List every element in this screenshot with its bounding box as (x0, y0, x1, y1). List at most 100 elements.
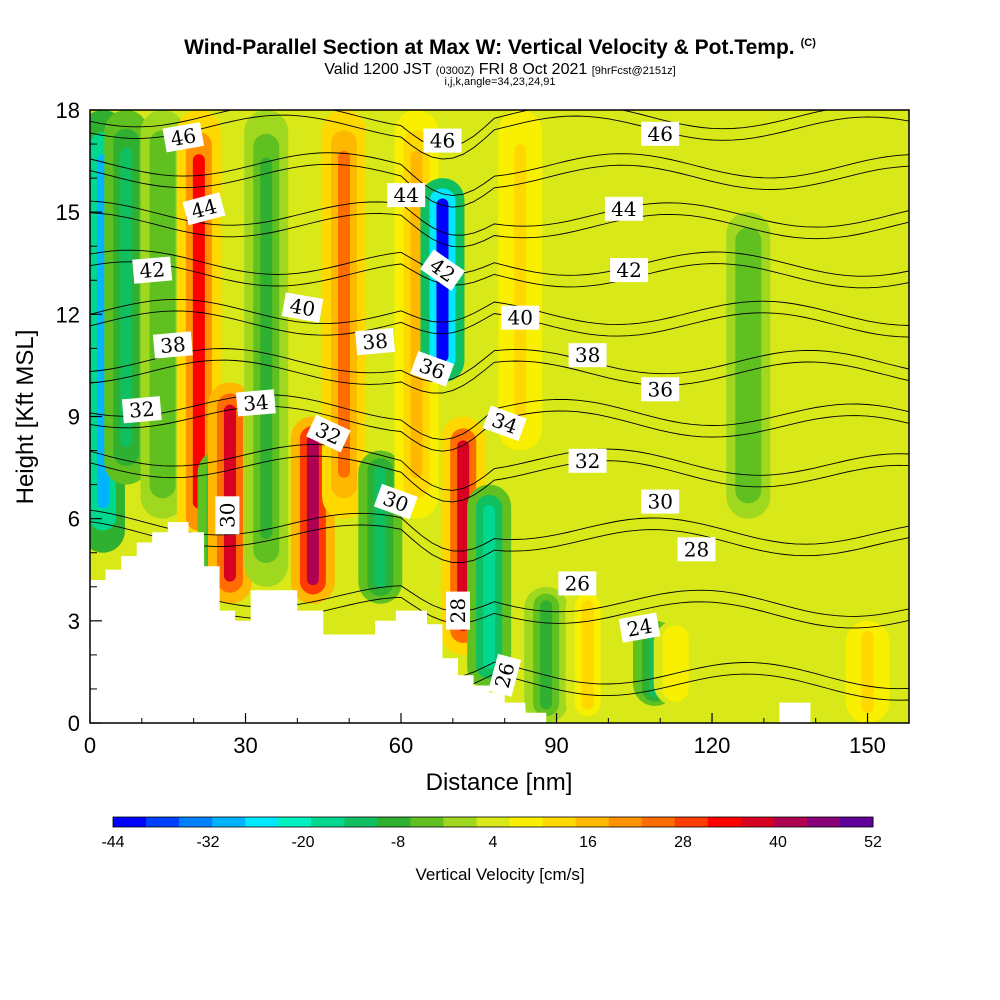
x-tick-label: 60 (389, 733, 413, 758)
colorbar-tick-label: -44 (101, 834, 124, 851)
colorbar-swatch (575, 817, 610, 827)
theta-label-box (235, 389, 276, 417)
theta-label: 42 (610, 258, 649, 283)
theta-label-text: 28 (446, 598, 470, 623)
theta-contour-line (90, 163, 909, 208)
theta-label-text: 30 (215, 503, 239, 528)
theta-label-text: 38 (575, 343, 600, 367)
x-tick-label: 120 (694, 733, 731, 758)
theta-label-box (641, 121, 680, 146)
terrain-mask (90, 522, 909, 723)
theta-label: 26 (558, 571, 597, 596)
y-tick-label: 12 (56, 302, 80, 327)
theta-label: 34 (235, 389, 276, 417)
theta-label-text: 46 (647, 122, 672, 146)
theta-contour-line (90, 521, 909, 564)
theta-label: 46 (162, 122, 205, 153)
colorbar-swatch (707, 817, 742, 827)
colorbar-swatch (773, 817, 808, 827)
velocity-band (120, 147, 133, 448)
theta-label-box (604, 196, 643, 221)
colorbar-tick-label: 40 (769, 834, 787, 851)
colorbar-tick-label: -20 (291, 834, 314, 851)
terrain (90, 522, 909, 723)
theta-contour-line (90, 249, 909, 277)
theta-label-box (152, 331, 193, 359)
velocity-band (306, 435, 319, 586)
theta-label-text: 28 (684, 537, 709, 561)
theta-label-box (373, 483, 418, 520)
colorbar-swatch (311, 817, 345, 827)
theta-label-text: 40 (507, 306, 532, 330)
theta-label-box (387, 183, 426, 208)
theta-label-text: 34 (242, 390, 269, 416)
y-tick-label: 18 (56, 98, 80, 123)
theta-label-text: 26 (565, 571, 590, 595)
theta-label-box (423, 128, 462, 153)
colorbar-swatch (542, 817, 577, 827)
theta-label-box (420, 249, 465, 291)
colorbar-swatch (113, 817, 147, 827)
theta-contour-line (90, 110, 909, 148)
theta-label-text: 32 (128, 397, 155, 423)
theta-label-box (641, 489, 680, 514)
theta-label-text: 36 (647, 377, 672, 401)
theta-label-text: 30 (647, 490, 672, 514)
theta-label-text: 24 (625, 614, 654, 642)
theta-label-box (482, 405, 527, 442)
colorbar-tick-label: 16 (579, 834, 597, 851)
copyright-mark: (C) (800, 37, 816, 49)
velocity-band (337, 150, 350, 478)
theta-label-text: 38 (361, 329, 388, 355)
theta-label: 28 (677, 537, 716, 562)
theta-contour-line (90, 580, 909, 617)
colorbar-swatch (278, 817, 312, 827)
theta-label-box (215, 496, 240, 535)
theta-label-text: 46 (169, 123, 198, 151)
theta-label-box (488, 653, 522, 697)
utc-time: (0300Z) (435, 65, 475, 77)
title-text: Wind-Parallel Section at Max W: Vertical… (184, 36, 795, 59)
theta-label-text: 44 (393, 183, 418, 207)
theta-label-box (677, 537, 716, 562)
colorbar-swatch (443, 817, 477, 827)
theta-label-text: 38 (159, 332, 186, 358)
theta-label-text: 42 (138, 257, 165, 283)
x-tick-label: 0 (84, 733, 96, 758)
velocity-band (669, 629, 682, 698)
velocity-band (156, 150, 169, 478)
colorbar-tick-label: -8 (391, 834, 405, 851)
theta-label-box (568, 343, 607, 368)
theta-label-box (121, 396, 162, 424)
theta-label: 46 (423, 128, 462, 153)
colorbar-swatch (410, 817, 444, 827)
velocity-band (861, 631, 874, 713)
colorbar-swatch (476, 817, 511, 827)
theta-contour-line (90, 509, 909, 552)
theta-label-text: 42 (616, 258, 641, 282)
theta-label-box (281, 292, 324, 323)
valid-time: Valid 1200 JST (0300Z) FRI 8 Oct 2021 [9… (0, 61, 1000, 79)
theta-contour-line (90, 394, 909, 441)
theta-contour-line (90, 298, 909, 326)
theta-label-box (641, 377, 680, 402)
velocity-band (457, 440, 470, 632)
colorbar-swatch (179, 817, 213, 827)
colorbar-swatch (509, 817, 544, 827)
colorbar-swatch (146, 817, 180, 827)
theta-contour-line (90, 261, 909, 289)
velocity-band (192, 154, 205, 509)
theta-contour-line (90, 359, 909, 394)
theta-contour-line (90, 348, 909, 382)
y-tick-label: 0 (68, 711, 80, 736)
theta-label-box (306, 414, 351, 453)
colorbar-swatch (212, 817, 246, 827)
theta-contour-line (90, 310, 909, 338)
theta-label-box (410, 351, 455, 387)
colorbar-swatch (740, 817, 775, 827)
theta-contours (90, 110, 909, 701)
theta-label: 46 (641, 121, 680, 146)
theta-label: 44 (604, 196, 643, 221)
